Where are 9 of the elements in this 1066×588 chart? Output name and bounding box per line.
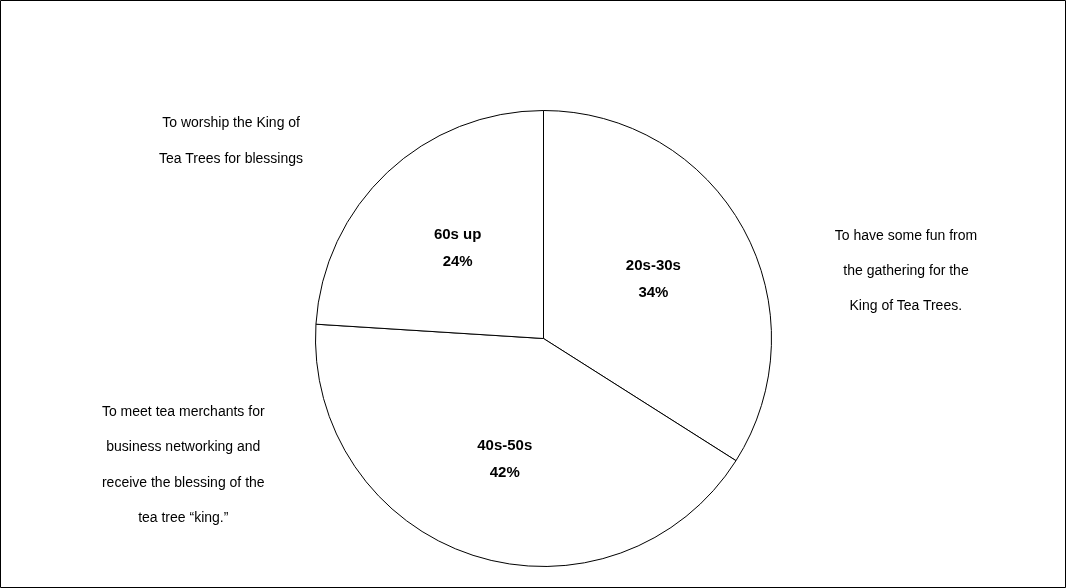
slice-label: 40s-50s (477, 435, 533, 453)
data-label: 34% (638, 283, 669, 301)
slice-label: 20s-30s (625, 255, 681, 273)
slice-label: 60s up (433, 224, 482, 242)
data-label: 42% (489, 462, 520, 480)
text: To have some fun from the gathering for the King of Tea Trees. (834, 226, 978, 314)
text: To meet tea merchants for business networking and receive the blessing of the tea tree “king.” (101, 402, 265, 525)
text: To worship the King of Tea Trees for blessings (159, 114, 303, 166)
data-label: 24% (442, 252, 473, 270)
